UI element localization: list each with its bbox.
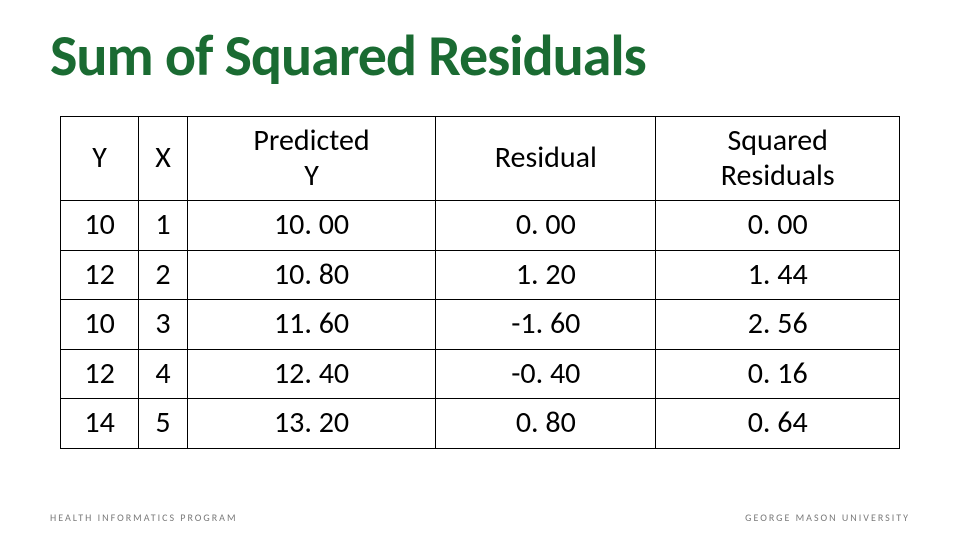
cell: 0. 64 [656, 399, 900, 449]
cell: 0. 80 [436, 399, 656, 449]
cell: 1 [139, 201, 188, 251]
cell: 10 [61, 201, 139, 251]
cell: 2 [139, 250, 188, 300]
cell: -1. 60 [436, 300, 656, 350]
table-body: 10 1 10. 00 0. 00 0. 00 12 2 10. 80 1. 2… [61, 201, 900, 449]
cell: 14 [61, 399, 139, 449]
cell: 13. 20 [187, 399, 435, 449]
cell: 0. 16 [656, 349, 900, 399]
cell: 4 [139, 349, 188, 399]
cell: 11. 60 [187, 300, 435, 350]
table-row: 12 2 10. 80 1. 20 1. 44 [61, 250, 900, 300]
table-container: Y X Predicted Y Residual S [50, 116, 910, 500]
cell: 12 [61, 250, 139, 300]
table-header-row: Y X Predicted Y Residual S [61, 117, 900, 201]
cell: 10 [61, 300, 139, 350]
col-header-sqres-line1: Squared [660, 124, 895, 159]
table-row: 10 3 11. 60 -1. 60 2. 56 [61, 300, 900, 350]
table-row: 10 1 10. 00 0. 00 0. 00 [61, 201, 900, 251]
cell: 12. 40 [187, 349, 435, 399]
cell: 10. 80 [187, 250, 435, 300]
footer-right: GEORGE MASON UNIVERSITY [745, 511, 910, 524]
cell: 10. 00 [187, 201, 435, 251]
table-row: 12 4 12. 40 -0. 40 0. 16 [61, 349, 900, 399]
col-header-y: Y [61, 117, 139, 201]
col-header-predy-line2: Y [192, 159, 431, 194]
slide-container: Sum of Squared Residuals Y X Predicted Y [0, 0, 960, 540]
cell: 12 [61, 349, 139, 399]
cell: -0. 40 [436, 349, 656, 399]
cell: 5 [139, 399, 188, 449]
col-header-predy-line1: Predicted [192, 124, 431, 159]
cell: 0. 00 [656, 201, 900, 251]
col-header-residual: Residual [436, 117, 656, 201]
table-row: 14 5 13. 20 0. 80 0. 64 [61, 399, 900, 449]
col-header-y-line2: Y [65, 141, 134, 176]
col-header-sqres-line2: Residuals [660, 159, 895, 194]
cell: 1. 44 [656, 250, 900, 300]
col-header-x: X [139, 117, 188, 201]
col-header-x-line2: X [143, 141, 183, 176]
page-title: Sum of Squared Residuals [50, 20, 910, 91]
residuals-table: Y X Predicted Y Residual S [60, 116, 900, 449]
col-header-squared-residuals: Squared Residuals [656, 117, 900, 201]
cell: 2. 56 [656, 300, 900, 350]
footer-left: HEALTH INFORMATICS PROGRAM [50, 511, 238, 524]
col-header-res-line2: Residual [440, 141, 651, 176]
cell: 3 [139, 300, 188, 350]
cell: 0. 00 [436, 201, 656, 251]
col-header-predicted-y: Predicted Y [187, 117, 435, 201]
cell: 1. 20 [436, 250, 656, 300]
